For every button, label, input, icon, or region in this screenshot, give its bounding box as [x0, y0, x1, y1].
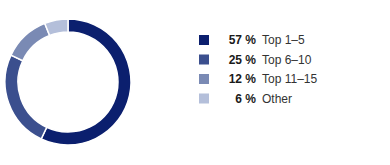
legend-value: 57 % [229, 33, 257, 47]
legend-value: 12 % [229, 72, 257, 86]
donut-slice [5, 55, 47, 139]
donut-slice [11, 23, 50, 60]
legend-entry: 6 % Other [199, 92, 292, 106]
legend-value: 6 % [235, 92, 256, 106]
legend-swatch [199, 94, 209, 104]
legend-entry: 12 % Top 11–15 [199, 72, 317, 86]
donut-slice [45, 19, 68, 36]
donut-slice [41, 19, 131, 145]
legend-label: Top 11–15 [262, 72, 317, 86]
legend: 57 % Top 1–5 25 % Top 6–10 12 % Top 11–15 6 % O… [199, 33, 317, 106]
legend-label: Top 6–10 [262, 53, 312, 67]
legend-label: Top 1–5 [262, 33, 305, 47]
legend-value: 25 % [229, 53, 257, 67]
legend-swatch [199, 55, 209, 65]
legend-label: Other [262, 92, 292, 106]
chart: 57 % Top 1–5 25 % Top 6–10 12 % Top 11–15 6 % O… [0, 0, 390, 165]
donut [5, 19, 131, 145]
legend-swatch [199, 35, 209, 45]
legend-entry: 57 % Top 1–5 [199, 33, 305, 47]
legend-swatch [199, 74, 209, 84]
legend-entry: 25 % Top 6–10 [199, 53, 312, 67]
